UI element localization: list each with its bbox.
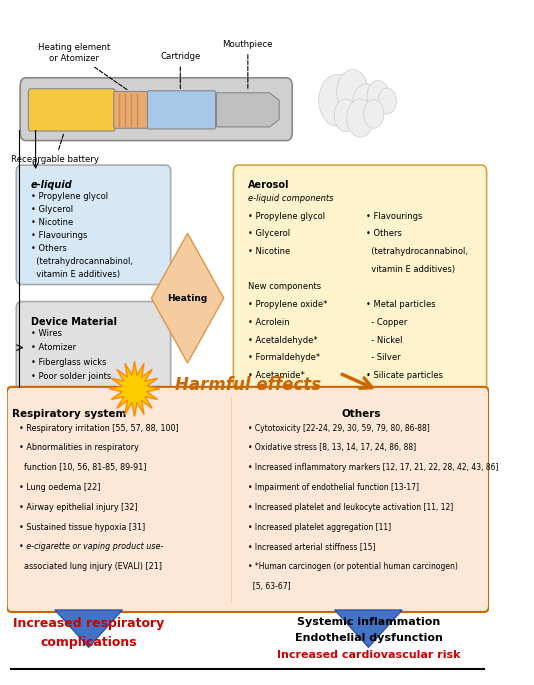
Polygon shape xyxy=(55,610,122,647)
Text: New components: New components xyxy=(248,282,321,291)
Text: Others: Others xyxy=(341,409,381,419)
Text: Increased cardiovascular risk: Increased cardiovascular risk xyxy=(277,649,460,660)
Text: Increased respiratory: Increased respiratory xyxy=(13,616,164,630)
Text: • Nicotine: • Nicotine xyxy=(31,219,73,227)
Text: function [10, 56, 81-85, 89-91]: function [10, 56, 81-85, 89-91] xyxy=(19,463,146,472)
Text: • Propylene oxide*: • Propylene oxide* xyxy=(248,300,327,309)
Text: e-liquid components: e-liquid components xyxy=(248,194,333,203)
Text: • Nicotine: • Nicotine xyxy=(248,247,290,256)
Text: associated lung injury (EVALI) [21]: associated lung injury (EVALI) [21] xyxy=(19,562,162,571)
Text: vitamin E additives): vitamin E additives) xyxy=(366,264,455,274)
FancyBboxPatch shape xyxy=(147,90,216,129)
Text: • Others: • Others xyxy=(31,245,67,253)
FancyBboxPatch shape xyxy=(233,165,486,394)
Text: Cartridge: Cartridge xyxy=(160,53,200,88)
Circle shape xyxy=(334,99,357,132)
Text: • *Human carcinogen (or potential human carcinogen): • *Human carcinogen (or potential human … xyxy=(248,562,458,571)
Text: • Lung oedema [22]: • Lung oedema [22] xyxy=(19,483,100,492)
Text: • Propylene glycol: • Propylene glycol xyxy=(31,192,108,201)
Text: vitamin E additives): vitamin E additives) xyxy=(31,270,120,279)
Text: Receargable battery: Receargable battery xyxy=(12,134,99,164)
Text: Respiratory system: Respiratory system xyxy=(12,409,127,419)
Circle shape xyxy=(336,70,368,114)
Text: • Flavourings: • Flavourings xyxy=(366,212,422,221)
Text: • Increased platelet and leukocyte activation [11, 12]: • Increased platelet and leukocyte activ… xyxy=(248,503,453,512)
Text: • Metal particles: • Metal particles xyxy=(366,300,436,309)
Circle shape xyxy=(378,88,396,114)
Circle shape xyxy=(347,99,374,137)
Text: e-liquid: e-liquid xyxy=(31,180,73,190)
Text: • Glycerol: • Glycerol xyxy=(248,229,290,238)
Text: - Silver: - Silver xyxy=(366,353,400,362)
FancyBboxPatch shape xyxy=(114,91,148,128)
Text: • Increased platelet aggregation [11]: • Increased platelet aggregation [11] xyxy=(248,523,391,532)
Text: Device Material: Device Material xyxy=(31,316,117,327)
Text: • e-cigarette or vaping product use-: • e-cigarette or vaping product use- xyxy=(19,543,163,551)
Polygon shape xyxy=(109,361,160,416)
Polygon shape xyxy=(335,610,402,647)
Text: • Acetamide*: • Acetamide* xyxy=(248,371,304,380)
Text: Heating element
or Atomizer: Heating element or Atomizer xyxy=(38,43,128,90)
Text: (tetrahydrocannabinol,: (tetrahydrocannabinol, xyxy=(31,258,133,266)
Text: • Oxidative stress [8, 13, 14, 17, 24, 86, 88]: • Oxidative stress [8, 13, 14, 17, 24, 8… xyxy=(248,443,416,453)
Circle shape xyxy=(367,81,389,112)
Circle shape xyxy=(352,84,380,122)
FancyBboxPatch shape xyxy=(20,78,292,140)
Text: (tetrahydrocannabinol,: (tetrahydrocannabinol, xyxy=(366,247,468,256)
Text: • Fiberglass wicks: • Fiberglass wicks xyxy=(31,358,106,366)
Text: • Poor solder joints: • Poor solder joints xyxy=(31,372,111,381)
Text: [5, 63-67]: [5, 63-67] xyxy=(248,582,290,591)
Text: Mouthpiece: Mouthpiece xyxy=(223,40,273,88)
Polygon shape xyxy=(216,92,279,127)
Text: complications: complications xyxy=(41,636,137,649)
Text: • Increased arterial stiffness [15]: • Increased arterial stiffness [15] xyxy=(248,543,375,551)
FancyBboxPatch shape xyxy=(17,301,171,394)
Text: • Glycerol: • Glycerol xyxy=(31,206,73,214)
FancyBboxPatch shape xyxy=(6,387,489,612)
Text: • Atomizer: • Atomizer xyxy=(31,343,76,352)
Circle shape xyxy=(319,75,356,126)
Text: • Airway epithelial injury [32]: • Airway epithelial injury [32] xyxy=(19,503,137,512)
Text: • Formaldehyde*: • Formaldehyde* xyxy=(248,353,320,362)
Text: • Impairment of endothelial function [13-17]: • Impairment of endothelial function [13… xyxy=(248,483,419,492)
Text: • Abnormalities in respiratory: • Abnormalities in respiratory xyxy=(19,443,139,453)
Text: • Acrolein: • Acrolein xyxy=(248,318,289,327)
Text: • Silicate particles: • Silicate particles xyxy=(366,371,443,380)
Text: Systemic inflammation: Systemic inflammation xyxy=(297,616,440,627)
Text: Endothelial dysfunction: Endothelial dysfunction xyxy=(295,633,442,643)
Text: • Respiratory irritation [55, 57, 88, 100]: • Respiratory irritation [55, 57, 88, 10… xyxy=(19,424,178,433)
Circle shape xyxy=(364,99,384,128)
Text: - Copper: - Copper xyxy=(366,318,407,327)
Text: • Wires: • Wires xyxy=(31,329,62,338)
Text: • Cytotoxicity [22-24, 29, 30, 59, 79, 80, 86-88]: • Cytotoxicity [22-24, 29, 30, 59, 79, 8… xyxy=(248,424,429,433)
FancyBboxPatch shape xyxy=(28,89,115,131)
FancyBboxPatch shape xyxy=(17,165,171,284)
Text: Aerosol: Aerosol xyxy=(248,180,289,190)
Text: • Propylene glycol: • Propylene glycol xyxy=(248,212,325,221)
Text: • Sustained tissue hypoxia [31]: • Sustained tissue hypoxia [31] xyxy=(19,523,145,532)
Text: Harmful effects: Harmful effects xyxy=(175,376,321,394)
Text: • Acetaldehyde*: • Acetaldehyde* xyxy=(248,336,318,345)
Text: • Increased inflammatory markers [12, 17, 21, 22, 28, 42, 43, 86]: • Increased inflammatory markers [12, 17… xyxy=(248,463,498,472)
Text: - Nickel: - Nickel xyxy=(366,336,403,345)
Text: • Flavourings: • Flavourings xyxy=(31,232,87,240)
Text: Heating: Heating xyxy=(168,294,208,303)
Polygon shape xyxy=(151,234,224,363)
Text: • Others: • Others xyxy=(366,229,402,238)
